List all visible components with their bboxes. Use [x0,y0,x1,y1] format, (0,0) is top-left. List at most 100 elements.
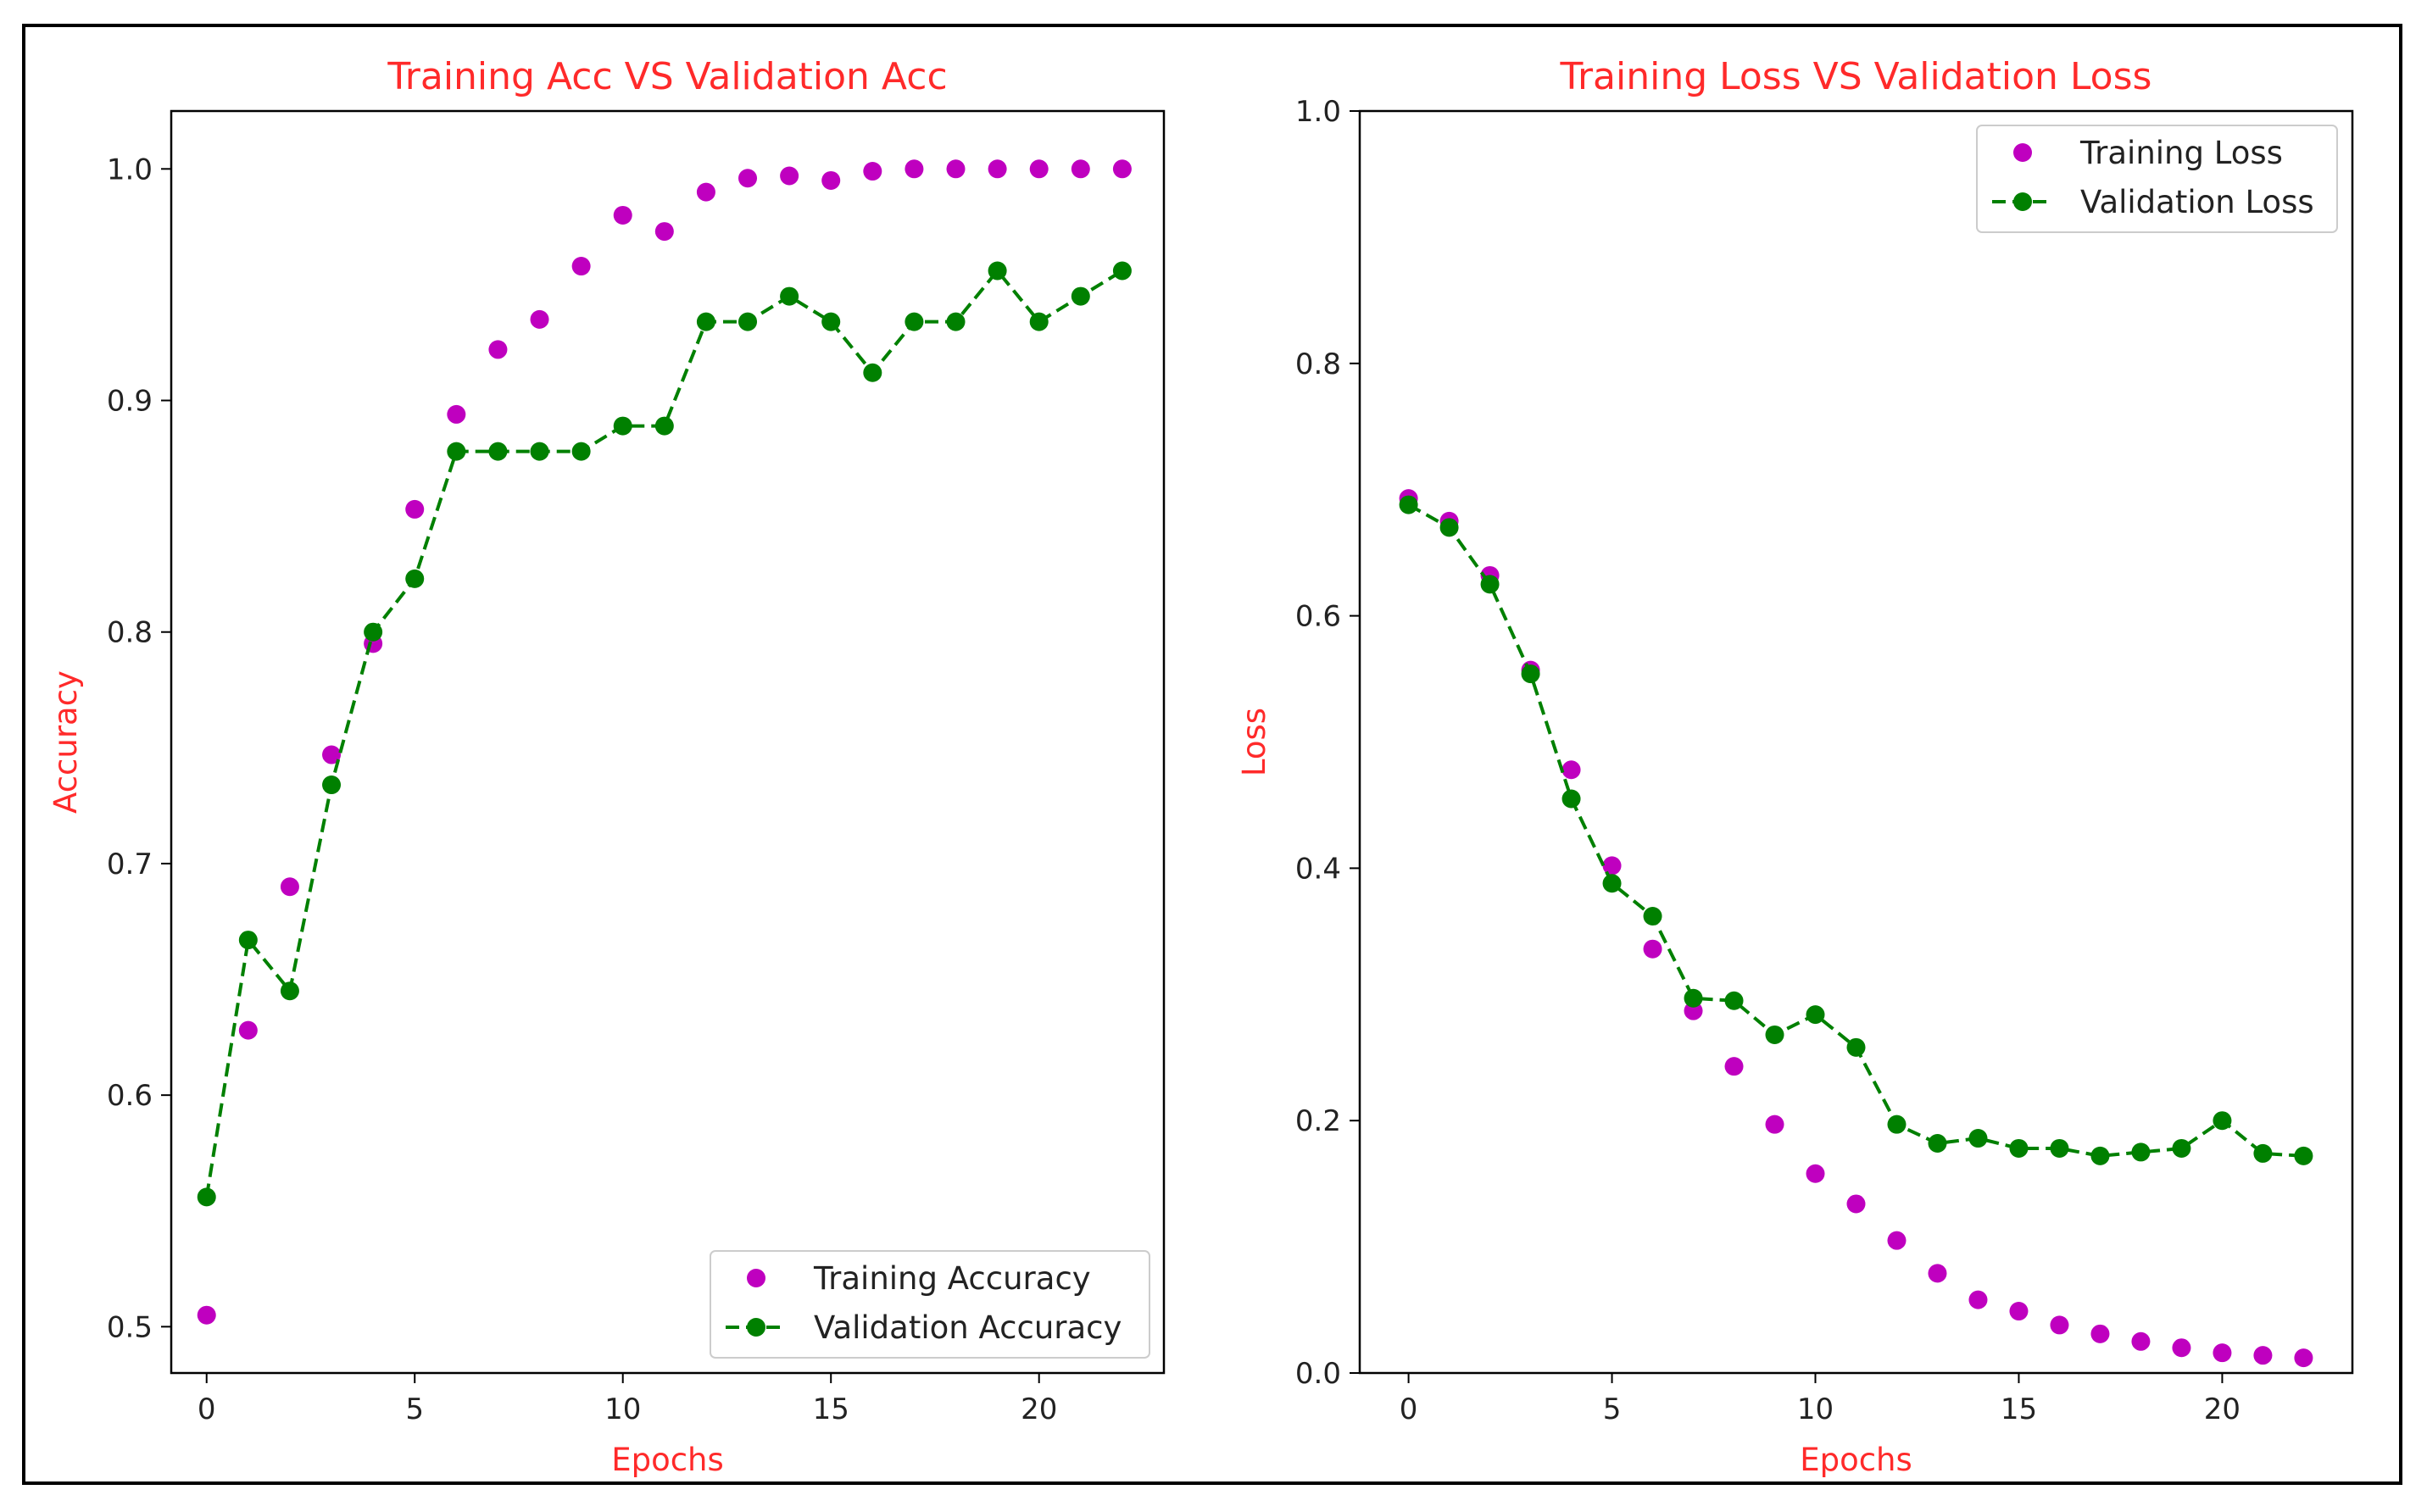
chart-title: Training Loss VS Validation Loss [1560,55,2152,98]
data-point [571,257,591,276]
data-point [1846,1037,1866,1057]
chart-panel-2: Training Loss VS Validation Loss 0 5 10 15 20… [1236,55,2354,1478]
data-point [1521,664,1540,684]
legend: Training Accuracy Validation Accuracy [710,1250,1150,1359]
data-point [2294,1348,2313,1368]
y-tick-label: 0.6 [107,1079,153,1113]
data-point [1561,789,1581,809]
series-validation-accuracy [197,261,1132,1207]
x-axis-label: Epochs [1800,1442,1912,1478]
data-point [1602,856,1622,876]
y-tick-label: 0.5 [107,1310,153,1344]
data-point [988,159,1007,179]
data-point [613,205,632,225]
data-point [2131,1331,2151,1351]
plot-area-frame [170,109,1166,1375]
data-point [1846,1194,1866,1214]
data-point [322,745,342,764]
y-tick-label: 0.8 [1295,347,1341,381]
y-tick-label: 0.4 [1295,852,1341,886]
data-point [2009,1302,2029,1321]
data-point [280,981,299,1001]
data-point [2131,1142,2151,1162]
x-tick-label: 20 [1021,1392,1057,1426]
data-point [1602,874,1622,893]
figure-frame [22,24,2402,1485]
y-tick-label: 0.6 [1295,600,1341,634]
x-tick-label: 15 [813,1392,849,1426]
y-axis-label: Accuracy [47,670,84,814]
series-training-accuracy [197,159,1132,1325]
data-point [197,1187,216,1207]
data-point [2213,1343,2232,1363]
data-point [1029,312,1049,331]
data-point [738,169,758,188]
legend-box [1976,125,2338,233]
data-point [2009,1138,2029,1158]
legend: Training Loss Validation Loss [1976,125,2338,233]
data-point [1399,495,1418,514]
data-point [1112,261,1132,281]
data-point [863,162,882,181]
data-point [488,340,508,359]
data-point [1765,1025,1784,1044]
legend-label: Validation Loss [2080,184,2314,220]
data-point [1724,1057,1744,1076]
data-point [364,622,383,642]
x-tick-label: 0 [198,1392,216,1426]
y-tick-label: 0.8 [107,616,153,650]
data-point [1928,1134,1947,1153]
data-point [696,312,715,331]
data-point [2253,1143,2273,1163]
legend-marker [2013,143,2032,162]
data-point [946,312,966,331]
y-tick-label: 0.7 [107,848,153,881]
data-point [1071,159,1090,179]
data-point [1968,1129,1988,1148]
legend-label: Training Accuracy [813,1260,1091,1297]
y-tick-label: 0.2 [1295,1104,1341,1138]
data-point [488,442,508,461]
data-point [1029,159,1049,179]
legend-label: Validation Accuracy [814,1309,1122,1346]
data-point [2090,1324,2110,1343]
data-point [1887,1231,1907,1250]
data-point [1439,518,1459,537]
data-point [1480,575,1500,594]
data-point [1112,159,1132,179]
data-point [946,159,966,179]
data-point [280,877,299,897]
data-point [197,1305,216,1325]
data-point [613,416,632,436]
x-tick-label: 10 [604,1392,641,1426]
data-point [1928,1264,1947,1283]
x-tick-label: 5 [405,1392,424,1426]
data-point [780,166,799,186]
data-point [821,312,841,331]
data-point [2090,1146,2110,1165]
data-point [821,170,841,190]
x-tick-label: 15 [2001,1392,2037,1426]
data-point [530,309,549,329]
data-point [1724,991,1744,1010]
data-point [863,363,882,382]
data-point [1765,1115,1784,1134]
data-point [654,222,674,242]
chart-title: Training Acc VS Validation Acc [387,55,947,98]
legend-label: Training Loss [2079,135,2283,171]
data-point [1684,988,1703,1008]
data-point [447,442,466,461]
data-point [2253,1346,2273,1365]
data-point [988,261,1007,281]
legend-box [710,1250,1150,1359]
data-point [905,159,924,179]
data-point [1561,760,1581,780]
x-tick-label: 5 [1603,1392,1622,1426]
data-point [1071,286,1090,306]
data-point [2213,1111,2232,1131]
data-point [447,404,466,424]
y-tick-label: 0.0 [1295,1357,1341,1391]
data-point [696,182,715,202]
series-line [204,268,1123,1198]
